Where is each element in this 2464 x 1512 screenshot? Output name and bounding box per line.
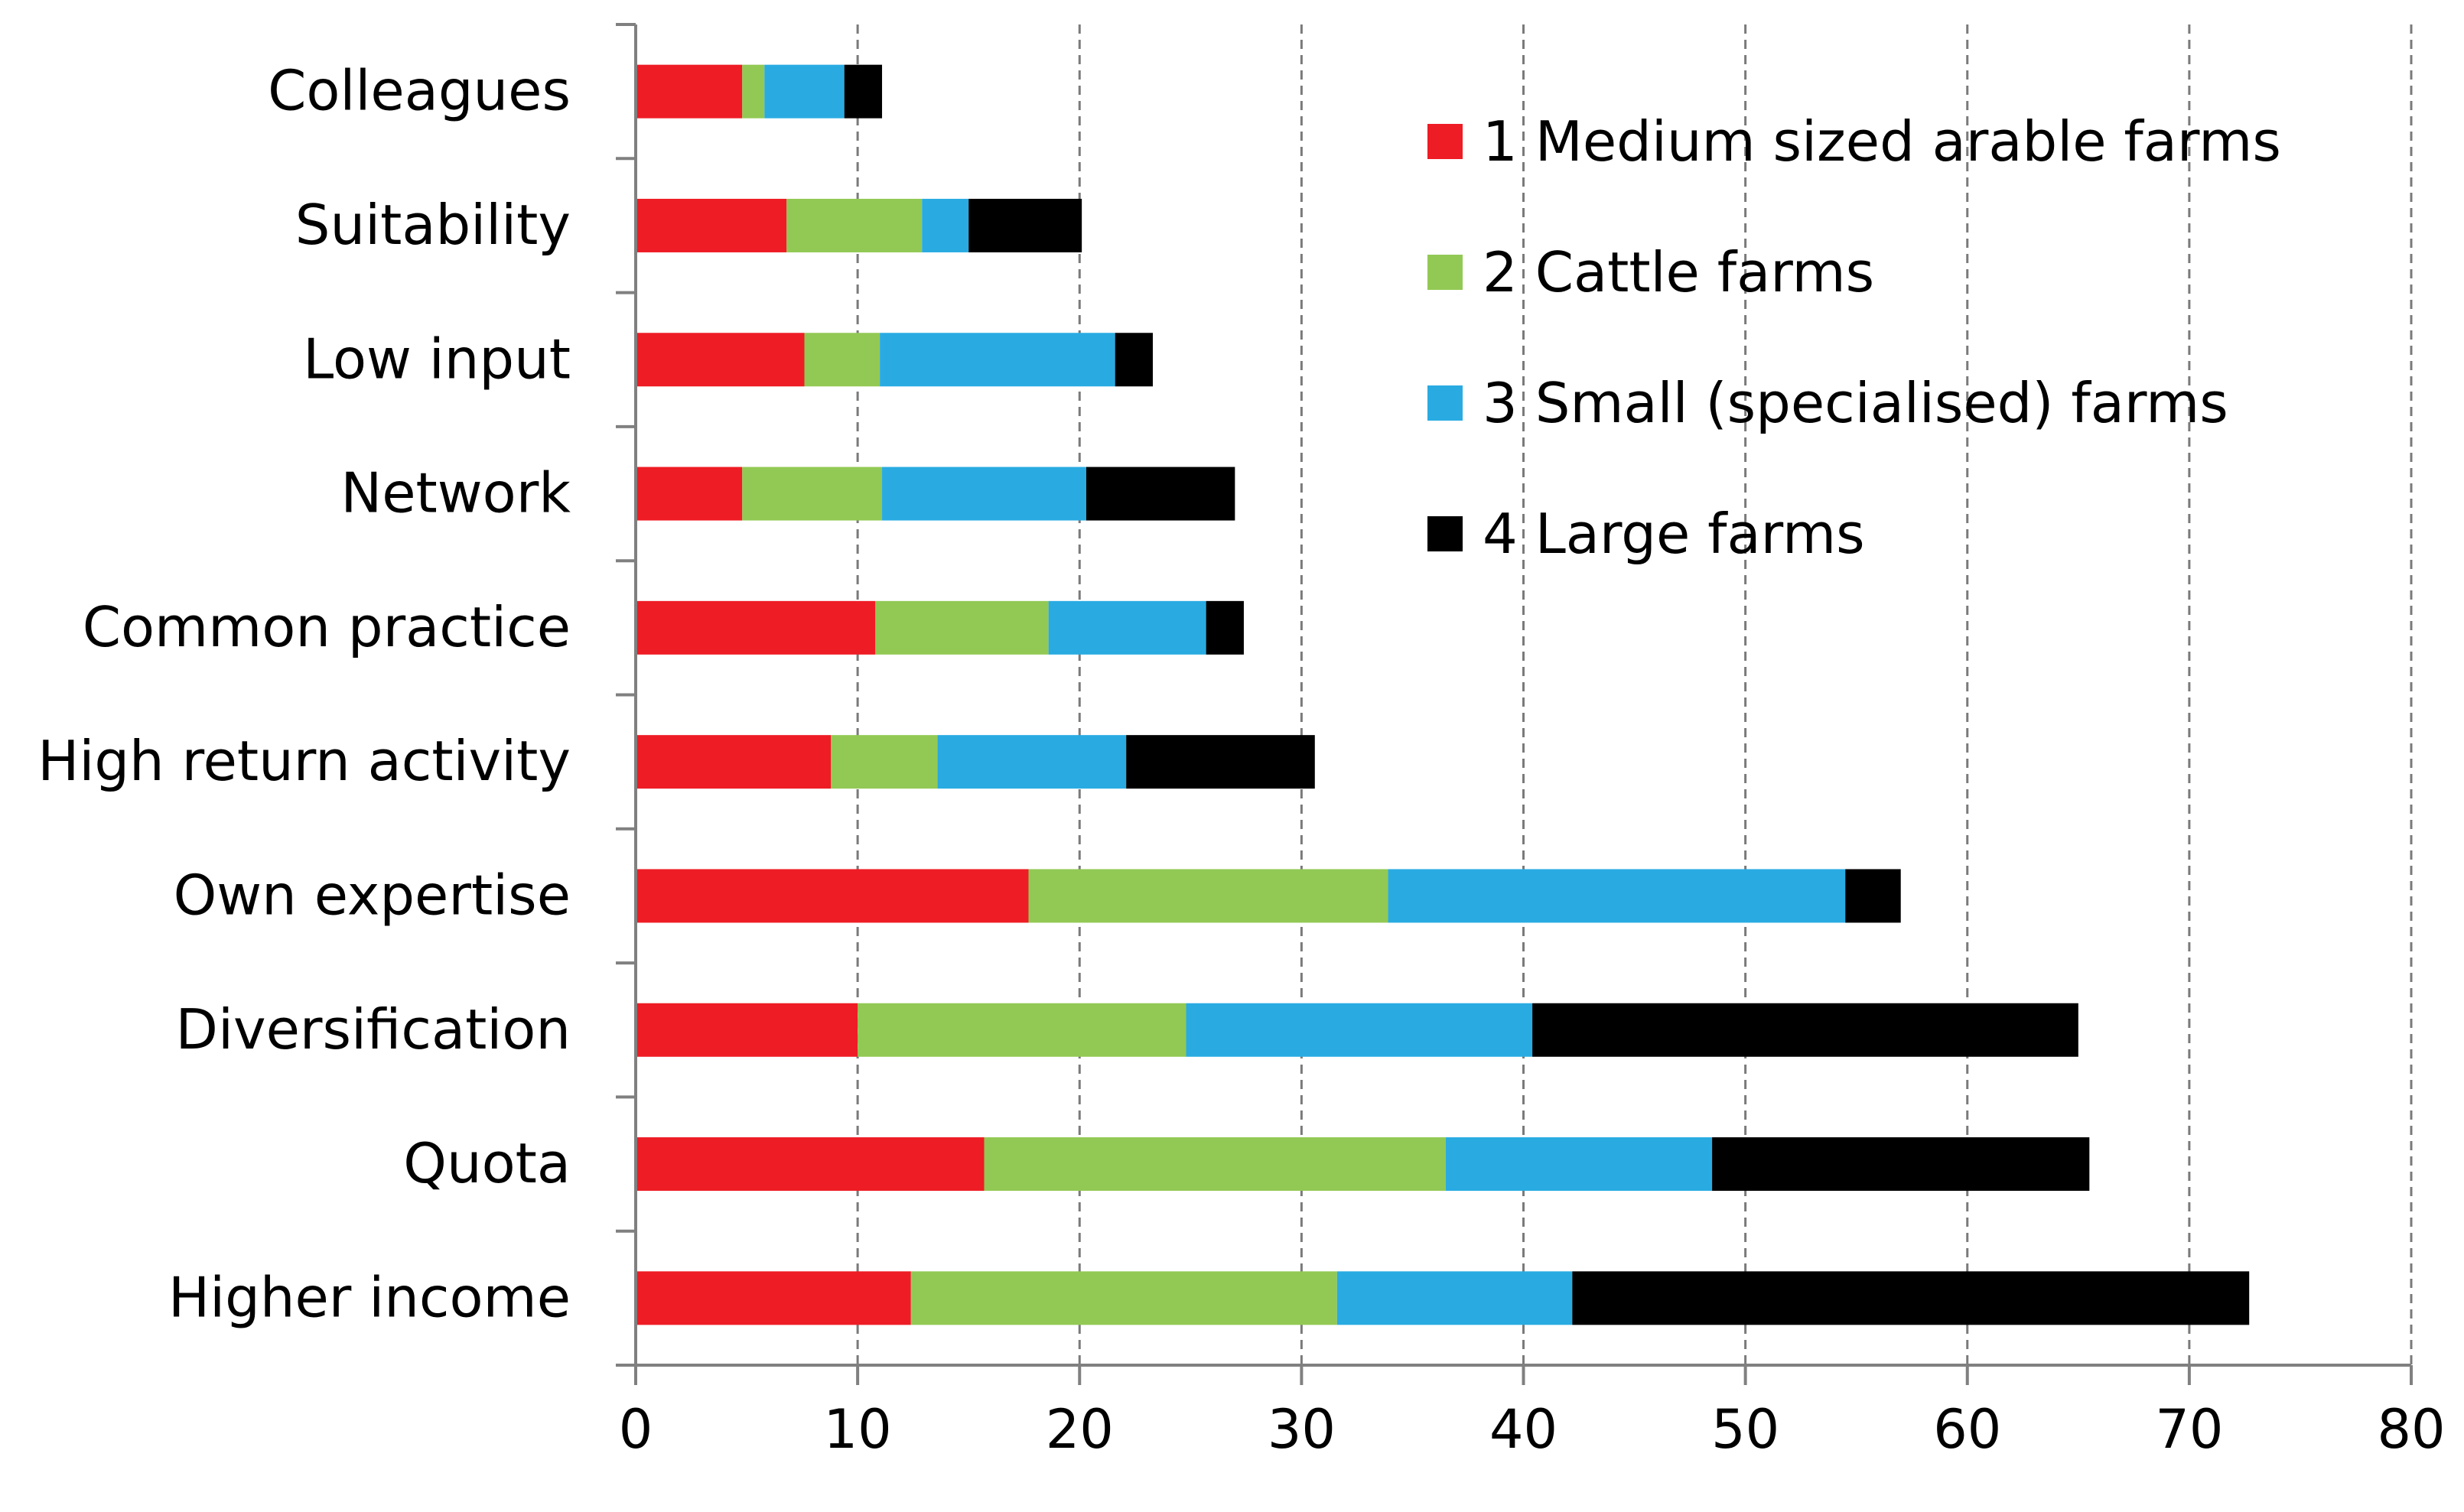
legend-swatch-2 — [1427, 255, 1463, 290]
x-tick-label: 0 — [619, 1398, 653, 1461]
bar-4-colleagues — [844, 64, 883, 119]
bar-4-quota — [1712, 1137, 2090, 1192]
bar-1-higher-income — [636, 1271, 911, 1325]
bar-3-own-expertise — [1388, 869, 1846, 923]
bar-4-common-practice — [1206, 600, 1244, 655]
bar-4-suitability — [968, 198, 1082, 252]
category-label: Network — [340, 461, 571, 525]
legend-label-2: 2 Cattle farms — [1483, 240, 1874, 304]
category-label: Higher income — [168, 1265, 571, 1329]
bar-2-higher-income — [910, 1271, 1337, 1325]
bars — [636, 64, 2250, 1325]
legend-label-1: 1 Medium sized arable farms — [1483, 109, 2281, 174]
bar-2-low-input — [804, 333, 880, 387]
bar-4-own-expertise — [1845, 869, 1901, 923]
legend-swatch-4 — [1427, 516, 1463, 551]
category-label: Common practice — [83, 595, 571, 659]
bar-1-colleagues — [636, 64, 743, 119]
bar-3-common-practice — [1048, 600, 1206, 655]
x-tick-label: 20 — [1046, 1398, 1114, 1461]
legend: 1 Medium sized arable farms 2 Cattle farm… — [1427, 109, 2281, 566]
category-label: Suitability — [295, 193, 571, 257]
category-label: Colleagues — [268, 59, 571, 123]
bar-3-suitability — [922, 198, 969, 252]
bar-2-common-practice — [875, 600, 1049, 655]
category-label: High return activity — [37, 729, 571, 793]
bar-2-network — [742, 467, 883, 521]
bar-4-diversification — [1532, 1003, 2078, 1057]
bar-1-network — [636, 467, 743, 521]
category-label: Own expertise — [174, 863, 571, 927]
bar-3-low-input — [880, 333, 1115, 387]
bar-2-diversification — [858, 1003, 1186, 1057]
bar-2-quota — [984, 1137, 1446, 1192]
bar-1-diversification — [636, 1003, 858, 1057]
category-labels: Colleagues Suitability Low input Network Com… — [37, 59, 571, 1330]
bar-1-high-return-activity — [636, 735, 832, 789]
x-tick-labels: 0 10 20 30 40 50 60 70 80 — [619, 1398, 2446, 1461]
bar-4-network — [1086, 467, 1235, 521]
x-tick-label: 50 — [1711, 1398, 1779, 1461]
legend-label-3: 3 Small (specialised) farms — [1483, 371, 2228, 435]
bar-1-suitability — [636, 198, 787, 252]
bar-4-low-input — [1115, 333, 1153, 387]
bar-2-own-expertise — [1028, 869, 1388, 923]
bar-3-network — [882, 467, 1086, 521]
bar-2-suitability — [786, 198, 923, 252]
legend-label-4: 4 Large farms — [1483, 502, 1865, 566]
bar-1-low-input — [636, 333, 805, 387]
bar-4-higher-income — [1572, 1271, 2250, 1325]
bar-2-colleagues — [742, 64, 765, 119]
bar-3-diversification — [1186, 1003, 1533, 1057]
x-tick-label: 10 — [824, 1398, 892, 1461]
bar-3-colleagues — [764, 64, 845, 119]
x-tick-label: 70 — [2155, 1398, 2223, 1461]
category-label: Quota — [403, 1131, 571, 1195]
bar-3-high-return-activity — [937, 735, 1127, 789]
category-label: Low input — [303, 327, 571, 391]
bar-3-quota — [1445, 1137, 1713, 1192]
legend-swatch-3 — [1427, 385, 1463, 421]
bar-2-high-return-activity — [831, 735, 938, 789]
legend-swatch-1 — [1427, 124, 1463, 159]
x-tick-label: 40 — [1489, 1398, 1557, 1461]
category-label: Diversification — [176, 997, 571, 1062]
x-tick-label: 80 — [2377, 1398, 2445, 1461]
bar-3-higher-income — [1336, 1271, 1573, 1325]
bar-1-common-practice — [636, 600, 876, 655]
bar-1-own-expertise — [636, 869, 1029, 923]
x-tick-label: 60 — [1933, 1398, 2001, 1461]
x-tick-label: 30 — [1268, 1398, 1336, 1461]
axes — [616, 23, 2413, 1385]
bar-4-high-return-activity — [1126, 735, 1315, 789]
bar-1-quota — [636, 1137, 985, 1192]
